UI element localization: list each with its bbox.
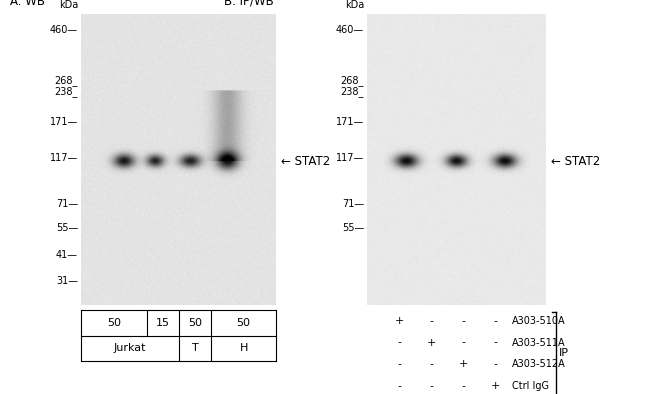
Text: +: + — [491, 381, 500, 391]
Text: Jurkat: Jurkat — [114, 344, 146, 353]
Text: 117—: 117— — [336, 153, 364, 163]
Text: -: - — [462, 316, 466, 326]
Text: 117—: 117— — [50, 153, 78, 163]
Text: -: - — [494, 338, 498, 348]
Text: 460—: 460— — [336, 25, 364, 35]
Text: kDa: kDa — [344, 0, 364, 10]
Text: +: + — [427, 338, 436, 348]
Text: 268_: 268_ — [341, 75, 364, 86]
Text: A. WB: A. WB — [10, 0, 45, 8]
Text: 71—: 71— — [56, 199, 78, 209]
Text: -: - — [494, 316, 498, 326]
Text: -: - — [462, 338, 466, 348]
Text: -: - — [397, 359, 402, 369]
Text: 71—: 71— — [342, 199, 364, 209]
Text: -: - — [462, 381, 466, 391]
Text: 55—: 55— — [342, 223, 364, 233]
Text: 41—: 41— — [56, 251, 78, 260]
Text: 50: 50 — [107, 318, 121, 328]
Text: T: T — [192, 344, 198, 353]
Text: ← STAT2: ← STAT2 — [281, 154, 331, 167]
Text: 238_: 238_ — [341, 86, 364, 97]
Text: 15: 15 — [155, 318, 170, 328]
Text: kDa: kDa — [58, 0, 78, 10]
Text: -: - — [494, 359, 498, 369]
Text: H: H — [239, 344, 248, 353]
Text: -: - — [430, 359, 434, 369]
Text: 460—: 460— — [50, 25, 78, 35]
Text: -: - — [430, 381, 434, 391]
Text: IP: IP — [559, 348, 569, 359]
Text: -: - — [397, 338, 402, 348]
Text: 238_: 238_ — [55, 86, 78, 97]
Text: +: + — [395, 316, 404, 326]
Text: +: + — [459, 359, 469, 369]
Text: A303-510A: A303-510A — [512, 316, 566, 326]
Text: A303-511A: A303-511A — [512, 338, 566, 348]
Text: 171—: 171— — [50, 117, 78, 128]
Text: -: - — [430, 316, 434, 326]
Text: ← STAT2: ← STAT2 — [551, 154, 601, 167]
Text: -: - — [397, 381, 402, 391]
Text: 31—: 31— — [56, 277, 78, 286]
Text: 50: 50 — [188, 318, 202, 328]
Text: 55—: 55— — [56, 223, 78, 233]
Text: 268_: 268_ — [55, 75, 78, 86]
Text: A303-512A: A303-512A — [512, 359, 566, 369]
Text: B. IP/WB: B. IP/WB — [224, 0, 274, 8]
Text: Ctrl IgG: Ctrl IgG — [512, 381, 549, 391]
Text: 50: 50 — [237, 318, 251, 328]
Text: 171—: 171— — [336, 117, 364, 128]
